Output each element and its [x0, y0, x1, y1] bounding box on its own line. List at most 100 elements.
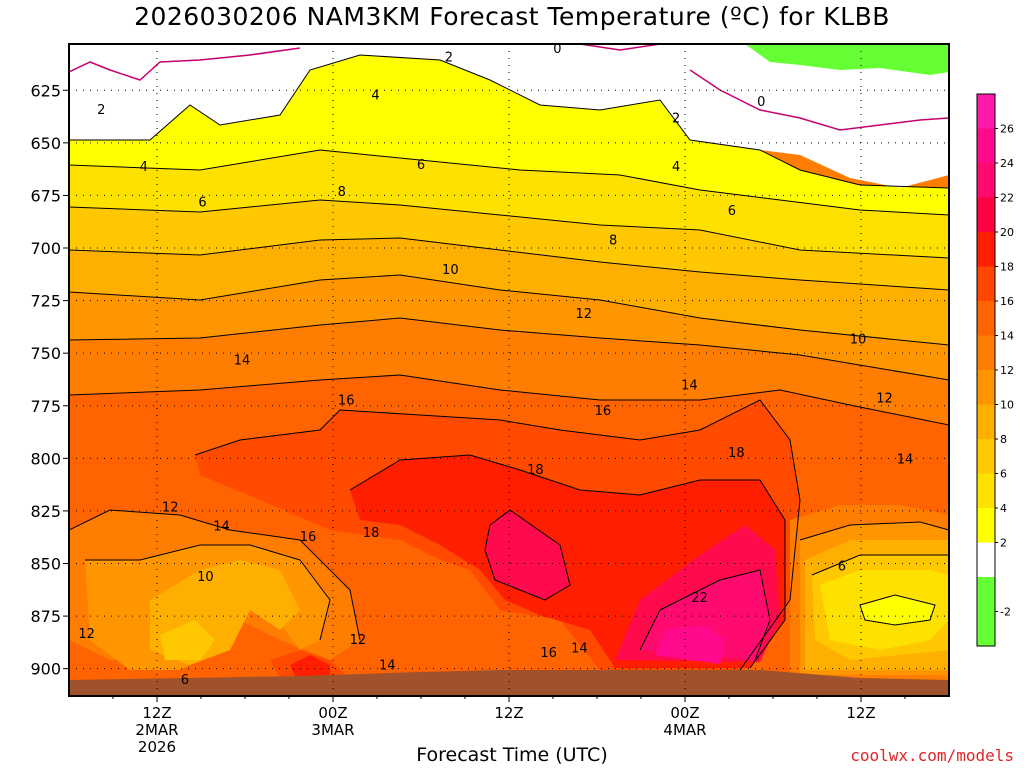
ground [69, 670, 949, 696]
contour-label: 10 [850, 332, 867, 347]
y-tick-label: 700 [30, 239, 61, 258]
band-10-12 [69, 275, 949, 380]
colorbar-tick-label: 24 [1000, 157, 1014, 170]
contour-label: 14 [681, 379, 698, 394]
contour-label: 14 [213, 520, 230, 535]
colorbar-tick-label: 6 [1000, 468, 1007, 481]
colorbar-segment [977, 266, 995, 301]
colorbar-segment [977, 473, 995, 508]
y-tick-label: 850 [30, 554, 61, 573]
colorbar-tick-label: 18 [1000, 261, 1014, 274]
y-tick-label: 675 [30, 186, 61, 205]
colorbar-tick-label: 10 [1000, 399, 1014, 412]
colorbar-tick-label: 20 [1000, 226, 1014, 239]
band-8-10 [69, 238, 949, 345]
colorbar-segment [977, 232, 995, 267]
colorbar-tick-label: 22 [1000, 192, 1014, 205]
colorbar-segment [977, 128, 995, 163]
band-2-4-right [860, 595, 935, 625]
contour-labels: 2 2 2 0 0 4 4 4 6 6 6 8 8 10 10 12 12 14 14 14 16 16 18 18 12 14 1… [78, 42, 913, 688]
colorbar-segment [977, 335, 995, 370]
x-axis-label: Forecast Time (UTC) [416, 744, 608, 766]
contour-label: 6 [181, 673, 189, 688]
colorbar-segment [977, 94, 995, 129]
colorbar-segment [977, 508, 995, 543]
colorbar-tick-label: 14 [1000, 330, 1014, 343]
x-tick-label: 4MAR [663, 721, 706, 739]
colorbar-tick-label: 8 [1000, 433, 1007, 446]
band-6-8-low [160, 620, 215, 660]
contour-label: 6 [838, 560, 846, 575]
y-tick-label: 650 [30, 134, 61, 153]
zero-contour [69, 44, 949, 131]
x-tick-label: 00Z [670, 704, 699, 722]
contour-label: 8 [338, 185, 346, 200]
contour-label: 6 [417, 158, 425, 173]
contour-label: 12 [576, 307, 593, 322]
plot-field [69, 44, 949, 696]
contour-label: 12 [876, 391, 893, 406]
x-tick-label: 12Z [494, 704, 523, 722]
band-0-2 [69, 44, 949, 188]
contour-label: 14 [897, 452, 914, 467]
contour-label: 2 [97, 103, 105, 118]
x-tick-label: 12Z [142, 704, 171, 722]
band-6-8 [69, 200, 949, 290]
band-12-14 [69, 318, 949, 405]
chart-title: 2026030206 NAM3KM Forecast Temperature (… [134, 2, 890, 31]
band-4-6 [69, 150, 949, 258]
contour-label: 18 [527, 463, 544, 478]
y-tick-label: 750 [30, 344, 61, 363]
contour-label: 10 [442, 263, 459, 278]
colorbar-segment [977, 404, 995, 439]
contour-label: 2 [672, 112, 680, 127]
contour-label: 12 [78, 627, 95, 642]
y-axis: 625 650 675 700 725 750 775 800 825 850 875 900 [30, 81, 69, 679]
contour-label: 4 [140, 160, 148, 175]
band-24-26 [655, 625, 725, 664]
contour-label: 12 [162, 501, 179, 516]
x-tick-label: 2MAR [135, 721, 178, 739]
contour-lines [69, 54, 949, 671]
colorbar-segment [977, 301, 995, 336]
colorbar-tick-label: 16 [1000, 295, 1014, 308]
x-tick-label: 2026 [138, 738, 176, 756]
y-tick-label: 725 [30, 292, 61, 311]
colorbar-segment [977, 163, 995, 198]
contour-label: 14 [571, 642, 588, 657]
colorbar-segment [977, 542, 995, 577]
contour-label: 4 [672, 160, 680, 175]
y-tick-label: 900 [30, 660, 61, 679]
x-tick-label: 3MAR [311, 721, 354, 739]
contour-label: 0 [757, 95, 765, 110]
colorbar-tick-label: 12 [1000, 364, 1014, 377]
y-tick-label: 800 [30, 449, 61, 468]
contour-label: 16 [595, 404, 612, 419]
band-18-low [290, 655, 330, 676]
y-tick-label: 625 [30, 81, 61, 100]
contour-label: 0 [553, 42, 561, 57]
contour-label: 2 [445, 51, 453, 66]
contour-label: 14 [234, 353, 251, 368]
contour-label: 16 [300, 530, 317, 545]
contour-label: 8 [609, 234, 617, 249]
contour-label: 16 [338, 393, 355, 408]
contour-label: 14 [379, 658, 396, 673]
contour-label: 12 [350, 633, 367, 648]
contour-label: 18 [363, 526, 380, 541]
colorbar-segment [977, 370, 995, 405]
colorbar-segment [977, 197, 995, 232]
colorbar-tick-label: 2 [1000, 537, 1007, 550]
watermark: coolwx.com/models [850, 746, 1014, 765]
y-tick-label: 875 [30, 607, 61, 626]
x-tick-label: 12Z [846, 704, 875, 722]
colorbar-segment [977, 577, 995, 646]
colorbar-tick-label: 26 [1000, 123, 1014, 136]
band-below-0 [745, 44, 949, 75]
contour-label: 10 [197, 570, 214, 585]
contour-label: 4 [371, 88, 379, 103]
y-tick-label: 775 [30, 397, 61, 416]
contour-label: 16 [540, 646, 557, 661]
